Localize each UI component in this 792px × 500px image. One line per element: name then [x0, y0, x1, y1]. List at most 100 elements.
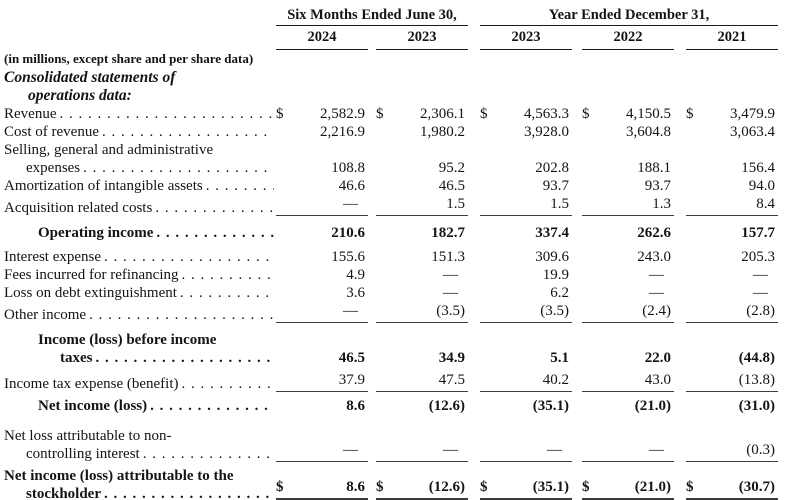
cell-value: 2,582.9 [320, 106, 365, 122]
cell-value: 243.0 [637, 249, 671, 265]
cell-value: — [443, 442, 458, 458]
table-row: Selling, general and administrative expen… [4, 141, 792, 177]
value-column-group: 1,980.2 [376, 123, 468, 141]
value-column-group: 93.7 [582, 177, 674, 195]
cell-value: — [753, 267, 768, 283]
value-column-group: 37.9 [276, 371, 368, 392]
value-column-group: 243.0 [582, 248, 674, 266]
cell-value: (0.3) [746, 442, 775, 458]
cell-value: 34.9 [438, 350, 465, 366]
year-column-header: 2021 [686, 28, 778, 50]
value-column-group: 4.9 [276, 266, 368, 284]
currency-symbol: $ [376, 106, 384, 122]
value-column-group: 40.2 [480, 371, 572, 392]
value-column-group: 22.0 [582, 349, 674, 367]
cell-value: 188.1 [637, 160, 671, 176]
table-header-years: 2024 2023 2023 2022 2021 [4, 28, 792, 50]
value-column-group: 8.6 [276, 397, 368, 415]
row-label: Net loss attributable to non-controlling… [4, 427, 274, 463]
value-column-group: (13.8) [686, 371, 778, 392]
row-label: Fees incurred for refinancing [4, 266, 274, 284]
cell-value: 3,928.0 [524, 124, 569, 140]
units-note: (in millions, except share and per share… [4, 51, 254, 66]
row-label: Income (loss) before income taxes [4, 331, 274, 367]
cell-value: 8.6 [346, 479, 365, 495]
row-label: Net income (loss) attributable to the sto… [4, 467, 274, 500]
value-column-group: — [376, 284, 468, 302]
value-column-group: — [376, 266, 468, 284]
cell-value: (12.6) [428, 479, 465, 495]
value-column-group: 19.9 [480, 266, 572, 284]
dot-leader [179, 375, 275, 393]
value-column-group: (31.0) [686, 397, 778, 415]
cell-value: (3.5) [540, 303, 569, 319]
cell-value: 8.4 [756, 196, 775, 212]
cell-value: (13.8) [738, 372, 775, 388]
cell-value: 1.5 [550, 196, 569, 212]
value-column-group: $2,582.9 [276, 105, 368, 123]
table-row: Interest expense 155.6 151.3 309.6 243.0 205.… [4, 248, 792, 266]
value-column-group: 46.5 [276, 349, 368, 367]
value-column-group: — [276, 441, 368, 462]
value-column-group: — [276, 302, 368, 323]
cell-value: 157.7 [741, 225, 775, 241]
value-column-group: 155.6 [276, 248, 368, 266]
value-column-group: 262.6 [582, 224, 674, 242]
cell-value: (21.0) [634, 398, 671, 414]
value-column-group: $8.6 [276, 478, 368, 500]
table-row: Net income (loss) attributable to the sto… [4, 467, 792, 500]
cell-value: 4,150.5 [626, 106, 671, 122]
dot-leader [177, 284, 274, 302]
row-label: Amortization of intangible assets [4, 177, 274, 195]
cell-value: 309.6 [535, 249, 569, 265]
value-column-group: $ (21.0) [582, 478, 674, 500]
value-column-group: — [276, 195, 368, 216]
dot-leader [101, 485, 274, 500]
cell-value: 3.6 [346, 285, 365, 301]
row-label: Other income [4, 306, 274, 324]
cell-value: (2.4) [642, 303, 671, 319]
cell-value: 4.9 [346, 267, 365, 283]
dot-leader [140, 445, 274, 463]
cell-value: (44.8) [738, 350, 775, 366]
cell-value: (21.0) [634, 479, 671, 495]
section-heading: Consolidated statements of operations da… [4, 69, 792, 105]
cell-value: 40.2 [542, 372, 569, 388]
cell-value: — [753, 285, 768, 301]
value-column-group: 47.5 [376, 371, 468, 392]
cell-value: 202.8 [535, 160, 569, 176]
cell-value: 2,216.9 [320, 124, 365, 140]
value-column-group: $4,150.5 [582, 105, 674, 123]
cell-value: 93.7 [542, 178, 569, 194]
value-column-group: (3.5) [480, 302, 572, 323]
currency-symbol: $ [686, 479, 694, 495]
cell-value: 182.7 [431, 225, 465, 241]
section-heading-line1: Consolidated statements of [4, 69, 176, 86]
value-column-group: (0.3) [686, 441, 778, 462]
row-label: Cost of revenue [4, 123, 274, 141]
value-column-group: 43.0 [582, 371, 674, 392]
value-column-group: $ (30.7) [686, 478, 778, 500]
value-column-group: 3,928.0 [480, 123, 572, 141]
cell-value: 46.5 [338, 350, 365, 366]
cell-value: 46.6 [338, 178, 365, 194]
value-column-group: 46.6 [276, 177, 368, 195]
value-column-group: 3,063.4 [686, 123, 778, 141]
table-row: Loss on debt extinguishment 3.6 — 6.2 — — [4, 284, 792, 302]
value-column-group: 3,604.8 [582, 123, 674, 141]
currency-symbol: $ [686, 106, 694, 122]
value-column-group: — [376, 441, 468, 462]
cell-value: 46.5 [438, 178, 465, 194]
value-column-group: 34.9 [376, 349, 468, 367]
cell-value: 1.3 [652, 196, 671, 212]
row-label: Loss on debt extinguishment [4, 284, 274, 302]
row-label: Operating income [4, 224, 274, 242]
value-column-group: $3,479.9 [686, 105, 778, 123]
cell-value: (2.8) [746, 303, 775, 319]
cell-value: (30.7) [738, 479, 775, 495]
value-column-group: 202.8 [480, 159, 572, 177]
cell-value: 151.3 [431, 249, 465, 265]
value-column-group: — [480, 441, 572, 462]
cell-value: 155.6 [331, 249, 365, 265]
